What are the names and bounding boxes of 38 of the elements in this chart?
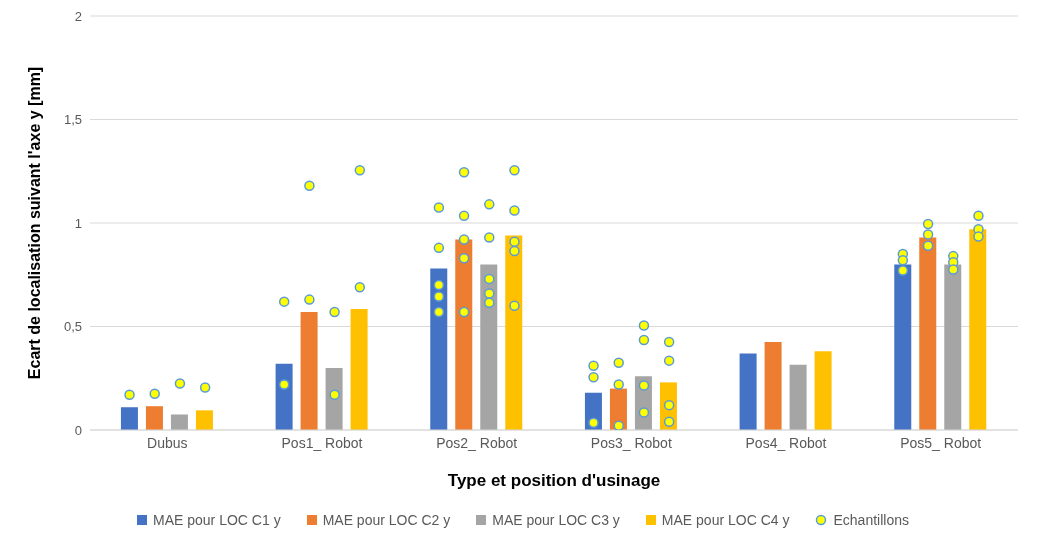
y-tick-label: 0 bbox=[74, 422, 82, 438]
x-tick-label: Pos2_ Robot bbox=[436, 434, 518, 451]
x-tick-label: Pos4_ Robot bbox=[745, 434, 827, 451]
bar bbox=[145, 406, 163, 430]
y-tick-label: 2 bbox=[74, 8, 82, 24]
bar bbox=[814, 351, 832, 430]
bar bbox=[894, 264, 912, 430]
bar bbox=[275, 363, 293, 430]
legend-label: MAE pour LOC C4 y bbox=[660, 512, 790, 528]
legend-label: Echantillons bbox=[832, 512, 909, 528]
bar bbox=[120, 407, 138, 430]
bar bbox=[170, 414, 188, 430]
x-tick-label: Pos3_ Robot bbox=[590, 434, 672, 451]
bar bbox=[350, 308, 368, 430]
bar bbox=[789, 364, 807, 430]
bar bbox=[944, 264, 962, 430]
bar bbox=[480, 264, 498, 430]
bar bbox=[325, 367, 343, 430]
x-tick-label: Dubus bbox=[147, 434, 188, 451]
bar bbox=[764, 342, 782, 430]
bar bbox=[300, 312, 318, 430]
y-axis-title: Ecart de localisation suivant l'axe y [mm] bbox=[25, 66, 43, 380]
y-tick-label: 1,5 bbox=[63, 112, 82, 128]
x-tick-label: Pos5_ Robot bbox=[900, 434, 982, 451]
x-tick-label: Pos1_ Robot bbox=[281, 434, 363, 451]
bar bbox=[969, 229, 987, 430]
bar bbox=[195, 410, 213, 430]
legend-label: MAE pour LOC C3 y bbox=[491, 512, 620, 528]
legend-label: MAE pour LOC C2 y bbox=[321, 512, 451, 528]
bar bbox=[455, 239, 473, 430]
bar bbox=[919, 237, 937, 430]
x-axis-title: Type et position d'usinage bbox=[447, 471, 661, 490]
legend-label: MAE pour LOC C1 y bbox=[152, 512, 281, 528]
bar bbox=[505, 235, 523, 430]
y-tick-label: 1 bbox=[74, 215, 82, 231]
y-tick-label: 0,5 bbox=[63, 319, 82, 335]
bar bbox=[430, 268, 448, 430]
bar bbox=[739, 353, 757, 430]
